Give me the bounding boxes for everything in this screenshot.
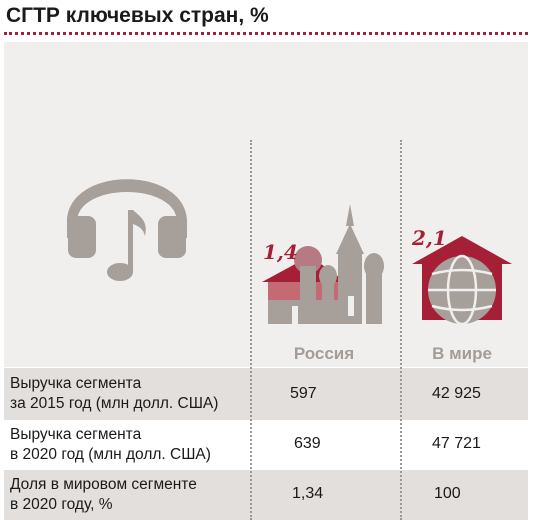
row-value-world: 42 925 — [432, 385, 481, 402]
row-value-russia: 639 — [294, 435, 321, 452]
row-label: Доля в мировом сегменте в 2020 году, % — [10, 476, 197, 513]
row-label: Выручка сегмента за 2015 год (млн долл. … — [10, 375, 219, 412]
column-separator — [400, 140, 402, 520]
table-row: Доля в мировом сегменте в 2020 году, % 1… — [4, 470, 528, 520]
row-value-world: 100 — [434, 485, 461, 502]
table-row: Выручка сегмента за 2015 год (млн долл. … — [4, 368, 528, 420]
cagr-label-russia: 1,4 — [263, 240, 298, 264]
chart-title: СГТР ключевых стран, % — [6, 4, 269, 27]
row-value-russia: 1,34 — [292, 485, 324, 502]
column-separator — [250, 140, 252, 520]
cagr-label-world: 2,1 — [412, 226, 447, 250]
kremlin-house-icon — [262, 204, 384, 324]
column-header-world: В мире — [432, 344, 492, 363]
row-value-russia: 597 — [290, 385, 317, 402]
row-label: Выручка сегмента в 2020 год (млн долл. С… — [10, 426, 211, 463]
headphones-music-icon — [67, 179, 187, 281]
title-divider — [4, 32, 528, 35]
column-header-russia: Россия — [293, 344, 355, 363]
row-value-world: 47 721 — [432, 435, 481, 452]
table-row: Выручка сегмента в 2020 год (млн долл. С… — [4, 420, 528, 470]
globe-house-icon — [412, 236, 512, 326]
